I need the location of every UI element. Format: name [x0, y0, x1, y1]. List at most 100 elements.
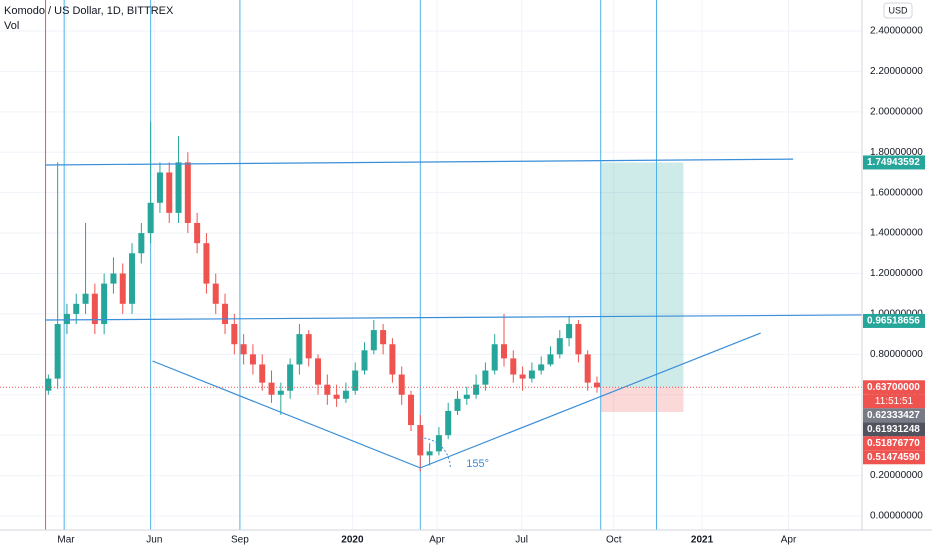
x-tick-label: Apr — [429, 535, 445, 546]
candle-body — [315, 358, 322, 385]
candle-body — [249, 354, 256, 365]
y-tick-label: 1.20000000 — [870, 268, 923, 279]
candle-body — [194, 222, 201, 244]
candle-body — [240, 344, 247, 355]
candle-body — [538, 364, 545, 371]
candle-body — [212, 283, 219, 304]
volume-label: Vol — [4, 20, 19, 32]
candle-body — [82, 293, 89, 304]
candle-body — [305, 334, 312, 359]
candle-body — [500, 344, 507, 359]
candle-body — [203, 243, 210, 284]
y-tick-label: 2.40000000 — [870, 26, 923, 37]
candle-body — [324, 384, 331, 395]
price-tag — [863, 436, 925, 451]
price-tag — [863, 450, 925, 465]
candle-body — [268, 382, 275, 395]
candle-body — [435, 435, 442, 452]
candle-body — [147, 202, 154, 234]
candle-body — [184, 162, 191, 223]
price-tag-label: 0.51876770 — [867, 438, 920, 449]
candle-body — [510, 358, 517, 375]
x-tick-label: Apr — [781, 535, 797, 546]
price-tag-label: 0.63700000 — [867, 382, 920, 393]
x-tick-label: Oct — [606, 535, 622, 546]
candle-body — [156, 172, 163, 203]
candle-body — [445, 410, 452, 436]
candle-body — [101, 283, 108, 325]
price-tag — [863, 408, 925, 423]
candle-body — [73, 303, 80, 314]
price-tag-label: 0.96518656 — [867, 316, 920, 327]
candle-body — [54, 324, 61, 379]
x-tick-label: Jun — [146, 535, 162, 546]
y-tick-label: 0.80000000 — [870, 349, 923, 360]
y-tick-label: 2.20000000 — [870, 66, 923, 77]
candle-body — [519, 374, 526, 379]
candle-body — [463, 394, 470, 399]
price-tag — [863, 422, 925, 437]
price-tag-label: 1.74943592 — [867, 157, 920, 168]
candle-body — [119, 273, 126, 304]
position-profit — [600, 162, 684, 388]
y-tick-label: 2.00000000 — [870, 106, 923, 117]
candle-body — [575, 324, 582, 355]
candle-body — [129, 253, 136, 304]
candle-body — [287, 364, 294, 391]
candle-body — [138, 233, 145, 254]
candle-body — [426, 451, 433, 456]
candle-body — [175, 162, 182, 213]
candle-body — [296, 334, 303, 365]
price-tag-label: 0.62333427 — [867, 410, 920, 421]
candle-body — [547, 354, 554, 365]
price-tag-label: 0.51474590 — [867, 452, 920, 463]
candle-body — [110, 273, 117, 284]
price-tag — [863, 313, 925, 328]
angle-arc — [420, 437, 451, 468]
y-tick-label: 1.40000000 — [870, 228, 923, 239]
price-tag — [863, 155, 925, 170]
trendline — [45, 158, 794, 166]
trendline — [152, 332, 761, 469]
candle-body — [277, 390, 284, 395]
candle-body — [398, 374, 405, 395]
angle-label: 155° — [466, 458, 489, 470]
currency-button-label[interactable]: USD — [888, 5, 908, 15]
candle-body — [380, 330, 387, 345]
candle-body — [166, 172, 173, 213]
countdown-tag — [863, 394, 925, 409]
x-tick-label: 2021 — [691, 535, 714, 546]
candle-body — [342, 390, 349, 399]
candle-body — [593, 382, 600, 388]
countdown-label: 11:51:51 — [875, 396, 914, 407]
candle-body — [231, 324, 238, 345]
candle-body — [482, 370, 489, 385]
candle-body — [454, 398, 461, 411]
y-tick-label: 1.60000000 — [870, 187, 923, 198]
candle-body — [352, 370, 359, 391]
candle-body — [259, 364, 266, 383]
candle-body — [408, 394, 415, 426]
y-tick-label: 0.00000000 — [870, 511, 923, 522]
candle-body — [556, 338, 563, 355]
candle-body — [528, 370, 535, 379]
x-tick-label: Sep — [231, 535, 249, 546]
x-tick-label: 2020 — [341, 535, 364, 546]
price-tag — [863, 380, 925, 395]
candle-body — [63, 313, 70, 325]
candle-body — [389, 344, 396, 375]
y-tick-label: 1.80000000 — [870, 147, 923, 158]
currency-button[interactable] — [883, 2, 913, 19]
candle-body — [473, 384, 480, 395]
candle-body — [333, 394, 340, 399]
candle-body — [370, 330, 377, 351]
x-tick-label: Jul — [515, 535, 528, 546]
x-tick-label: Mar — [57, 535, 75, 546]
candle-body — [491, 344, 498, 371]
candle-body — [91, 293, 98, 325]
candle-body — [584, 354, 591, 383]
candle-body — [45, 378, 52, 391]
y-tick-label: 0.20000000 — [870, 470, 923, 481]
